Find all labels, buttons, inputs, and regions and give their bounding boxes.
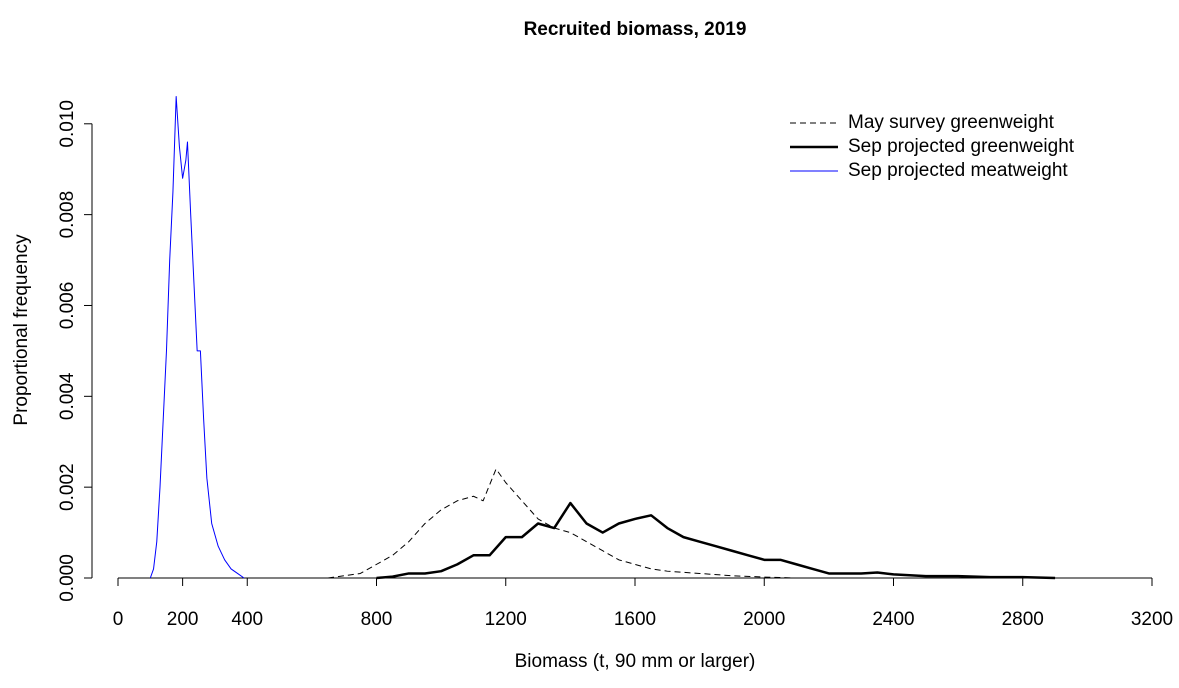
- y-tick-label: 0.006: [57, 282, 78, 330]
- x-tick-label: 0: [113, 609, 124, 630]
- legend-label: Sep projected greenweight: [848, 136, 1075, 157]
- y-tick-label: 0.008: [57, 191, 78, 239]
- series-line: [149, 96, 245, 579]
- x-tick-label: 2800: [1002, 609, 1044, 630]
- x-tick-label: 1200: [485, 609, 527, 630]
- x-tick-label: 200: [167, 609, 199, 630]
- series-line: [327, 468, 797, 579]
- x-tick-label: 1600: [614, 609, 656, 630]
- x-tick-label: 3200: [1131, 609, 1173, 630]
- x-tick-label: 800: [361, 609, 393, 630]
- y-tick-label: 0.010: [57, 100, 78, 148]
- y-tick-label: 0.004: [57, 372, 78, 420]
- chart-title: Recruited biomass, 2019: [524, 19, 747, 40]
- legend-label: May survey greenweight: [848, 112, 1055, 133]
- series-line: [376, 501, 1056, 580]
- legend-label: Sep projected meatweight: [848, 160, 1068, 181]
- x-tick-label: 2400: [872, 609, 914, 630]
- x-tick-label: 400: [231, 609, 263, 630]
- y-tick-label: 0.002: [57, 463, 78, 511]
- y-tick-label: 0.000: [57, 554, 78, 602]
- x-axis-label: Biomass (t, 90 mm or larger): [515, 651, 756, 672]
- y-axis-label: Proportional frequency: [11, 234, 32, 426]
- x-tick-label: 2000: [743, 609, 785, 630]
